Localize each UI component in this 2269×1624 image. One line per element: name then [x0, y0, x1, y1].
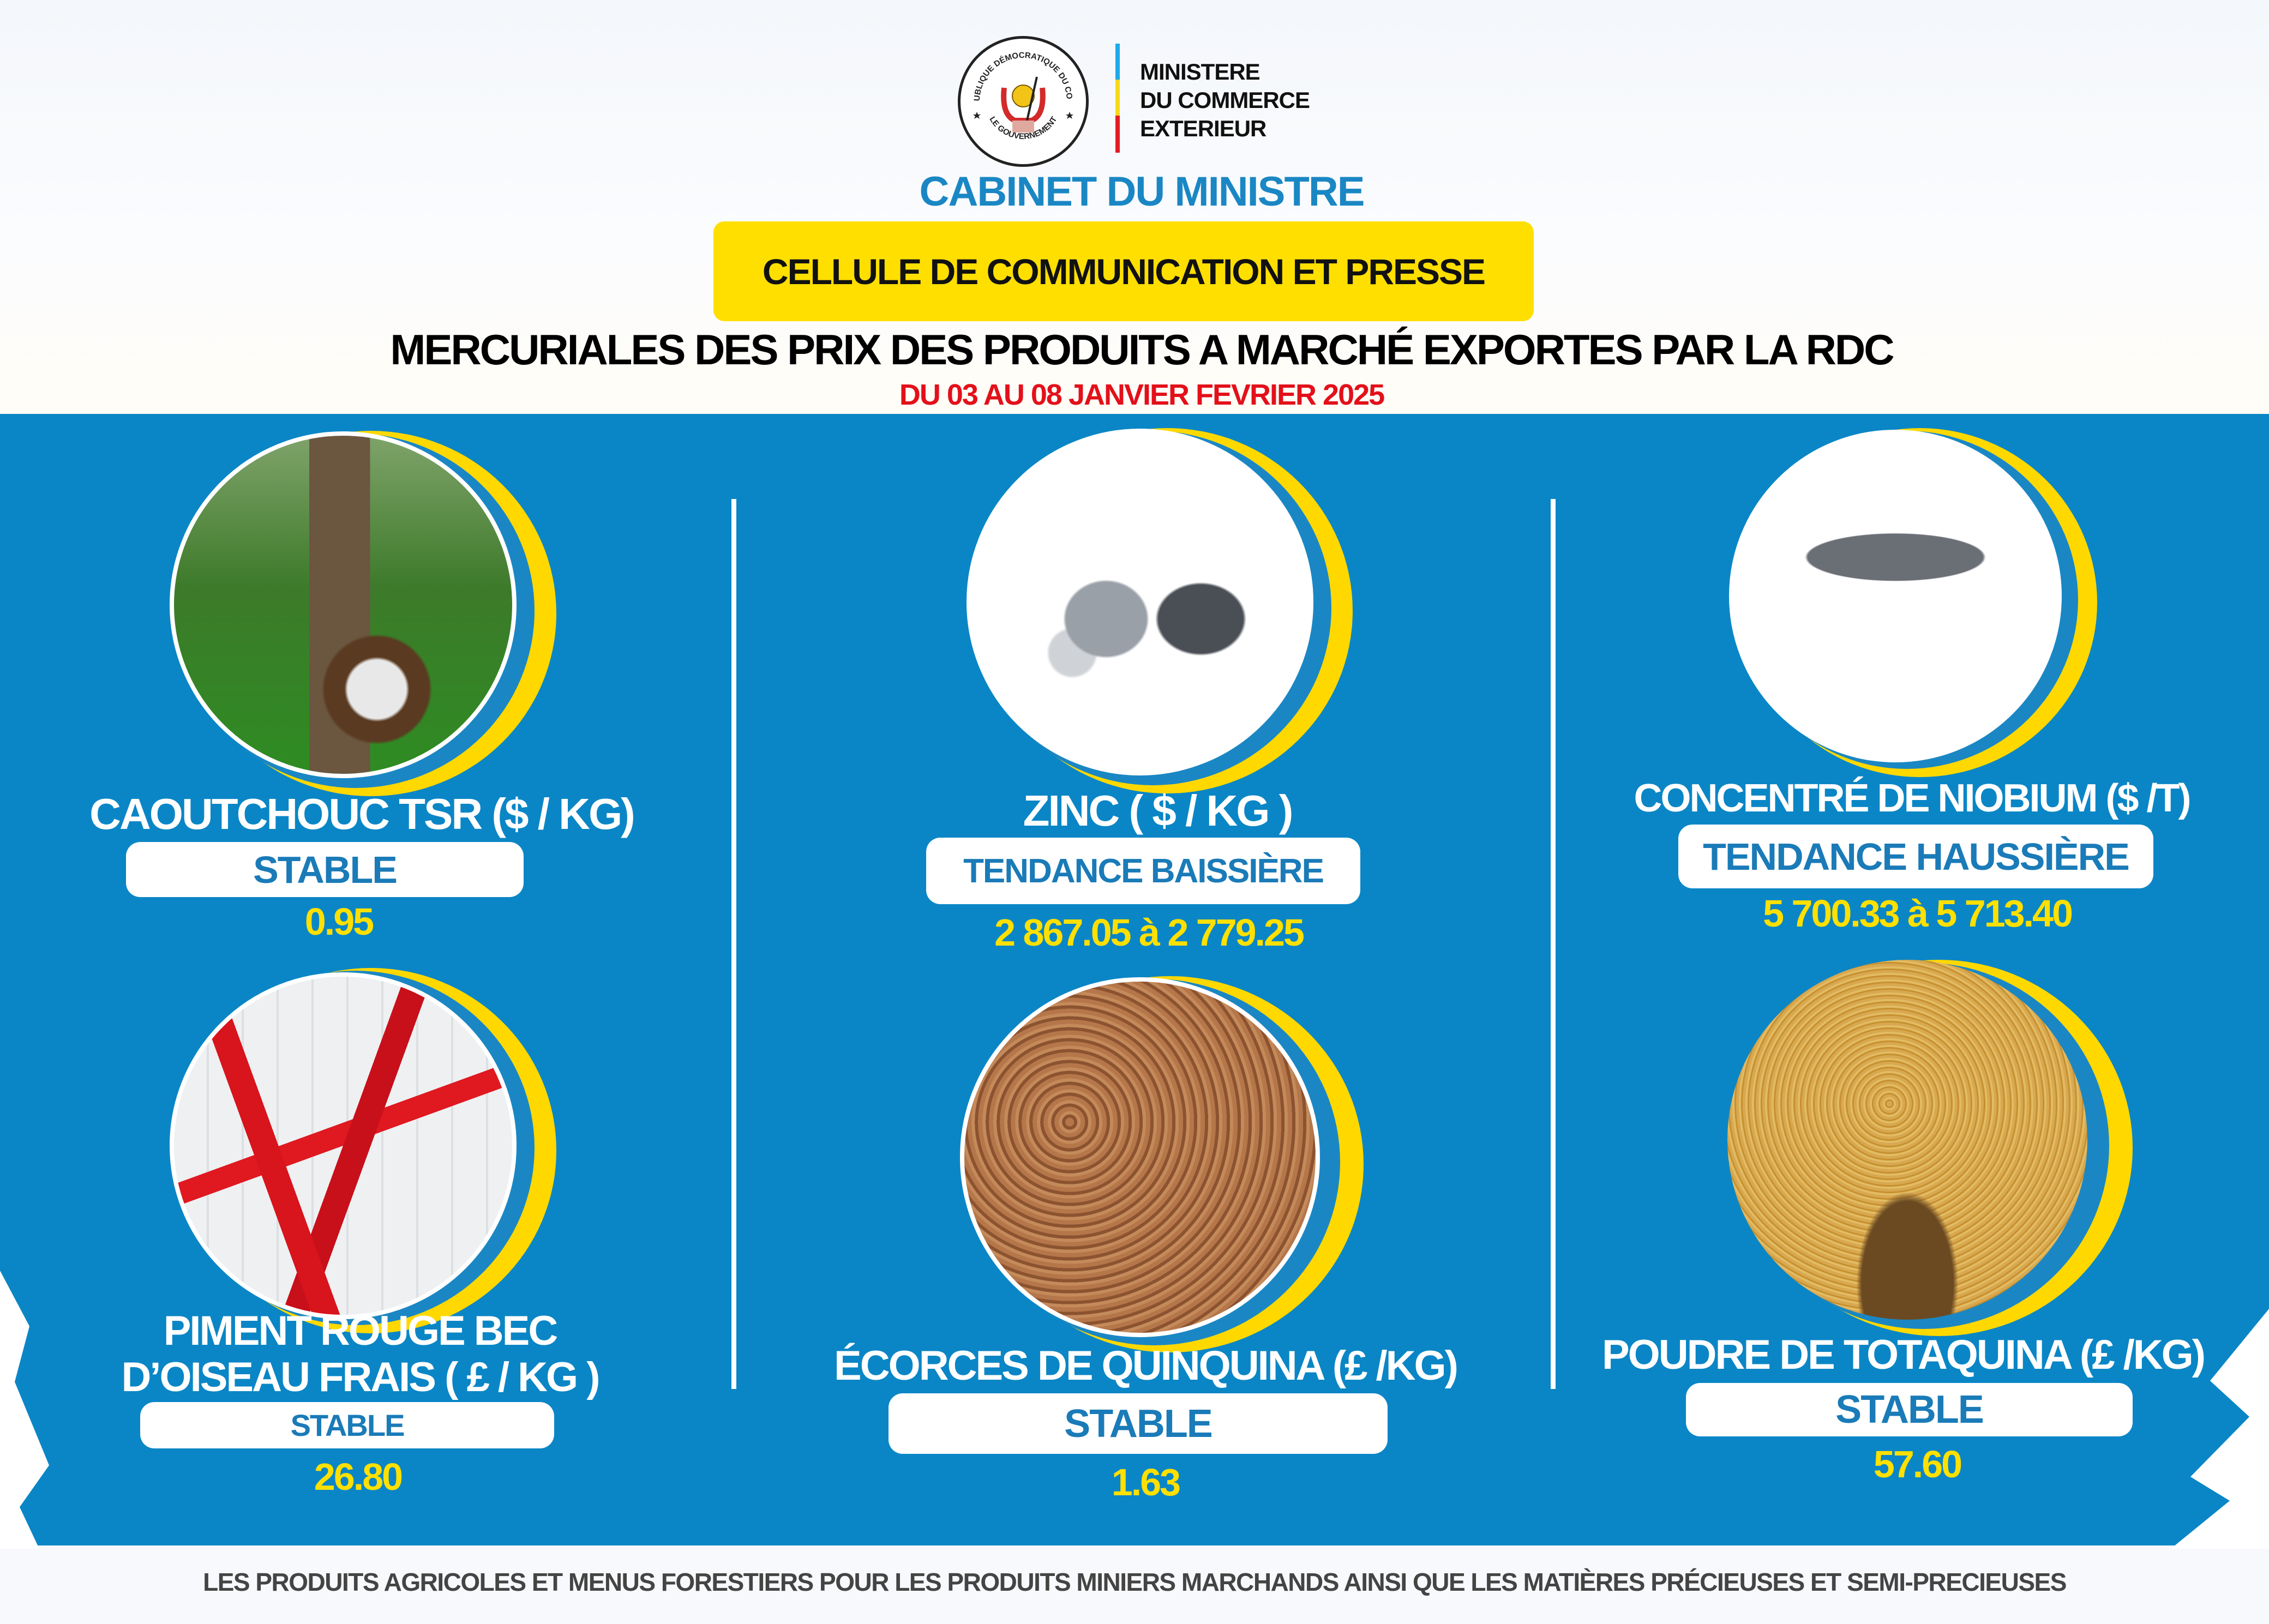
cellule-banner: CELLULE DE COMMUNICATION ET PRESSE — [713, 221, 1534, 321]
column-divider — [1551, 499, 1556, 1389]
ministry-line: DU COMMERCE — [1140, 87, 1310, 113]
product-price: 0.95 — [304, 900, 374, 943]
date-range: DU 03 AU 08 JANVIER FEVRIER 2025 — [899, 378, 1385, 411]
cabinet-heading: CABINET DU MINISTRE — [919, 169, 1365, 215]
column-divider — [731, 499, 736, 1389]
product-name: ÉCORCES DE QUINQUINA (£ /KG) — [834, 1343, 1458, 1389]
page-title: MERCURIALES DES PRIX DES PRODUITS A MARC… — [390, 326, 1894, 374]
rubber-tree-latex-photo — [170, 431, 517, 778]
product-price: 5 700.33 à 5 713.40 — [1763, 892, 2073, 935]
trend-badge: TENDANCE HAUSSIÈRE — [1678, 825, 2153, 888]
trend-badge: STABLE — [889, 1393, 1388, 1454]
niobium-crystal-photo — [1729, 430, 2062, 762]
product-price: 1.63 — [1111, 1461, 1181, 1503]
product-price: 57.60 — [1873, 1443, 1962, 1485]
header-background — [0, 0, 2269, 414]
cellule-label: CELLULE DE COMMUNICATION ET PRESSE — [762, 251, 1486, 292]
product-name: PIMENT ROUGE BEC D’OISEAU FRAIS ( £ / KG… — [121, 1308, 600, 1401]
ministry-name: MINISTERE DU COMMERCE EXTERIEUR — [1140, 58, 1310, 143]
product-name-line: PIMENT ROUGE BEC — [163, 1308, 559, 1354]
ministry-line: EXTERIEUR — [1140, 116, 1266, 141]
star-icon — [1066, 112, 1073, 119]
star-icon — [973, 112, 981, 119]
trend-badge: STABLE — [140, 1402, 554, 1448]
product-name-line: D’OISEAU FRAIS ( £ / KG ) — [121, 1354, 600, 1401]
trend-badge: STABLE — [126, 842, 524, 897]
product-name: CONCENTRÉ DE NIOBIUM ($ /T) — [1634, 777, 2191, 820]
cinchona-bark-photo — [960, 977, 1320, 1337]
product-name: POUDRE DE TOTAQUINA (£ /KG) — [1601, 1332, 2206, 1378]
ministry-line: MINISTERE — [1140, 59, 1260, 85]
flag-color-divider — [1115, 44, 1120, 153]
footer-note: LES PRODUITS AGRICOLES ET MENUS FORESTIE… — [203, 1568, 2067, 1596]
totaquina-powder-photo — [1727, 960, 2087, 1320]
product-price: 26.80 — [314, 1455, 403, 1498]
red-chili-photo — [170, 972, 517, 1319]
product-name: ZINC ( $ / KG ) — [1023, 786, 1294, 835]
zinc-metal-photo — [967, 429, 1313, 775]
product-price: 2 867.05 à 2 779.25 — [994, 911, 1305, 954]
drc-government-seal-logo: RÉPUBLIQUE DÉMOCRATIQUE DU CONGO LE GOUV… — [958, 36, 1089, 167]
trend-badge: STABLE — [1686, 1383, 2133, 1436]
trend-badge: TENDANCE BAISSIÈRE — [926, 838, 1360, 904]
product-name: CAOUTCHOUC TSR ($ / KG) — [89, 790, 635, 838]
